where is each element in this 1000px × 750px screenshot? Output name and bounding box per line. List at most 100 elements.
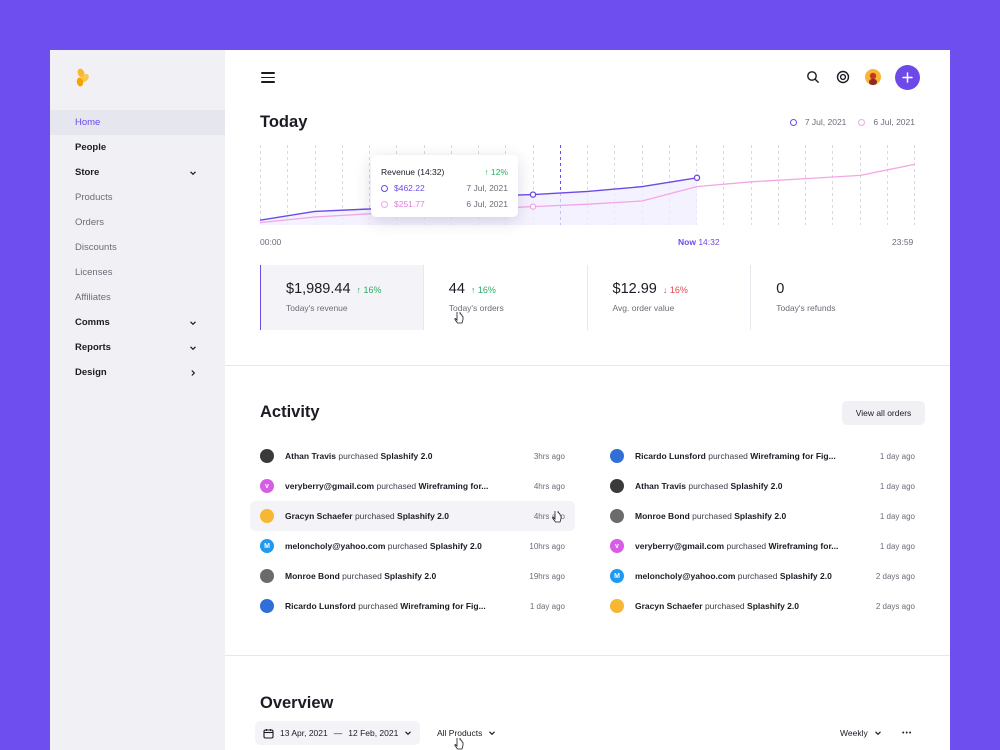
more-options-icon[interactable]: ••• (902, 729, 913, 737)
period-label: Weekly (840, 728, 868, 738)
period-dropdown[interactable]: Weekly (840, 721, 882, 745)
sidebar-item-comms[interactable]: Comms (50, 310, 225, 335)
stat-avg-order-label: Avg. order value (612, 303, 675, 313)
activity-verb: purchased (338, 451, 379, 461)
sidebar-item-products[interactable]: Products (50, 185, 225, 210)
legend-previous-marker (858, 118, 866, 126)
activity-verb: purchased (692, 511, 732, 521)
tooltip-header: Revenue (14:32) ↑ 12% (381, 164, 508, 180)
axis-now-prefix: Now (678, 237, 696, 247)
view-all-orders-button[interactable]: View all orders (842, 401, 925, 425)
sidebar-item-reports[interactable]: Reports (50, 335, 225, 360)
today-title: Today (260, 113, 308, 131)
legend-current-marker (789, 118, 797, 126)
revenue-chart[interactable] (260, 145, 915, 225)
activity-time: 4hrs ago (533, 511, 565, 521)
chevron-right-icon (191, 369, 196, 376)
chevron-down-icon (405, 731, 412, 736)
sidebar-item-affiliates[interactable]: Affiliates (50, 285, 225, 310)
series-previous-point (529, 203, 537, 210)
help-icon[interactable] (835, 69, 851, 85)
app-window: Home People Store Products Orders Discounts Li… (50, 50, 950, 750)
sidebar-item-licenses[interactable]: Licenses (50, 260, 225, 285)
sidebar-item-home[interactable]: Home (50, 110, 225, 135)
sidebar-item-design[interactable]: Design (50, 360, 225, 385)
activity-product: Splashify 2.0 (397, 511, 449, 521)
pointer-cursor-icon (454, 312, 464, 324)
activity-row[interactable]: Monroe Bond purchased Splashify 2.0 1 day… (600, 501, 925, 531)
sidebar-item-label: Licenses (75, 267, 113, 278)
stat-avg-order[interactable]: $12.99 ↓ 16% Avg. order value (588, 265, 752, 330)
activity-verb: purchased (726, 541, 767, 551)
activity-verb: purchased (737, 571, 778, 581)
activity-row[interactable]: Athan Travis purchased Splashify 2.0 1 da… (600, 471, 925, 501)
tooltip-change: ↑ 12% (484, 167, 508, 177)
stat-revenue[interactable]: $1,989.44 ↑ 16% Today's revenue (260, 265, 424, 330)
activity-product: Wireframing for Fig... (750, 451, 836, 461)
tooltip-previous-marker (381, 200, 388, 208)
stat-refunds[interactable]: 0 Today's refunds (751, 265, 915, 330)
logo-icon (76, 68, 89, 87)
menu-icon[interactable] (261, 72, 275, 83)
stat-orders[interactable]: 44 ↑ 16% Today's orders (424, 265, 588, 330)
activity-customer: Ricardo Lunsford (285, 601, 356, 611)
activity-row[interactable]: Ricardo Lunsford purchased Wireframing f… (250, 591, 575, 621)
activity-verb: purchased (708, 451, 748, 461)
search-icon[interactable] (805, 69, 821, 85)
activity-row[interactable]: Monroe Bond purchased Splashify 2.0 19hrs… (250, 561, 575, 591)
date-range-end: 12 Feb, 2021 (348, 728, 399, 738)
activity-row[interactable]: v veryberry@gmail.com purchased Wireframi… (600, 531, 925, 561)
activity-list-right: Ricardo Lunsford purchased Wireframing f… (600, 441, 925, 621)
activity-product: Splashify 2.0 (730, 481, 783, 491)
activity-row[interactable]: Gracyn Schaefer purchased Splashify 2.0 2… (600, 591, 925, 621)
activity-time: 2 days ago (875, 601, 915, 611)
activity-row[interactable]: Ricardo Lunsford purchased Wireframing f… (600, 441, 925, 471)
tooltip-current-value: $462.22 (381, 183, 425, 193)
sidebar-item-people[interactable]: People (50, 135, 225, 160)
product-filter-label: All Products (437, 728, 483, 738)
stat-orders-value-row: 44 ↑ 16% (449, 281, 562, 297)
activity-customer: meloncholy@yahoo.com (635, 571, 736, 581)
sidebar-item-label: Orders (75, 217, 105, 228)
activity-avatar (260, 509, 274, 523)
sidebar-item-label: Store (75, 167, 100, 178)
activity-time: 3hrs ago (533, 451, 565, 461)
activity-list-left: Athan Travis purchased Splashify 2.0 3hrs… (250, 441, 575, 621)
sidebar-item-orders[interactable]: Orders (50, 210, 225, 235)
sidebar-item-discounts[interactable]: Discounts (50, 235, 225, 260)
overview-title: Overview (260, 694, 334, 712)
activity-row[interactable]: Athan Travis purchased Splashify 2.0 3hrs… (250, 441, 575, 471)
stat-avg-order-value-row: $12.99 ↓ 16% (613, 281, 726, 297)
axis-start-label: 00:00 (260, 237, 282, 247)
date-range-picker[interactable]: 13 Apr, 2021 — 12 Feb, 2021 (255, 721, 421, 745)
activity-row[interactable]: Gracyn Schaefer purchased Splashify 2.0 4… (250, 501, 575, 531)
activity-time: 1 day ago (529, 601, 565, 611)
axis-now-time: 14:32 (698, 237, 720, 247)
activity-product: Splashify 2.0 (779, 571, 832, 581)
activity-text: meloncholy@yahoo.com purchased Splashify… (635, 571, 865, 581)
sidebar-item-store[interactable]: Store (50, 160, 225, 185)
add-button[interactable] (895, 65, 920, 90)
pointer-cursor-icon (454, 738, 464, 750)
activity-avatar: v (610, 539, 624, 553)
product-filter-dropdown[interactable]: All Products (437, 721, 496, 745)
activity-avatar (260, 569, 274, 583)
activity-text: veryberry@gmail.com purchased Wireframin… (285, 481, 515, 491)
activity-product: Splashify 2.0 (384, 571, 437, 581)
activity-text: Monroe Bond purchased Splashify 2.0 (635, 511, 865, 521)
activity-row[interactable]: v veryberry@gmail.com purchased Wireframi… (250, 471, 575, 501)
chevron-down-icon (190, 320, 196, 325)
activity-product: Splashify 2.0 (380, 451, 433, 461)
stat-avg-order-change: ↓ 16% (662, 285, 688, 295)
activity-verb: purchased (688, 481, 729, 491)
user-avatar[interactable] (865, 69, 881, 85)
activity-product: Wireframing for Fig... (400, 601, 486, 611)
stat-revenue-change: ↑ 16% (356, 285, 382, 295)
chevron-down-icon (190, 170, 196, 175)
sidebar-item-label: Products (75, 192, 113, 203)
main-content: Today 7 Jul, 2021 6 Jul, 2021 00:00 Now … (225, 50, 950, 750)
sidebar-item-label: People (75, 142, 107, 153)
activity-avatar (610, 599, 624, 613)
